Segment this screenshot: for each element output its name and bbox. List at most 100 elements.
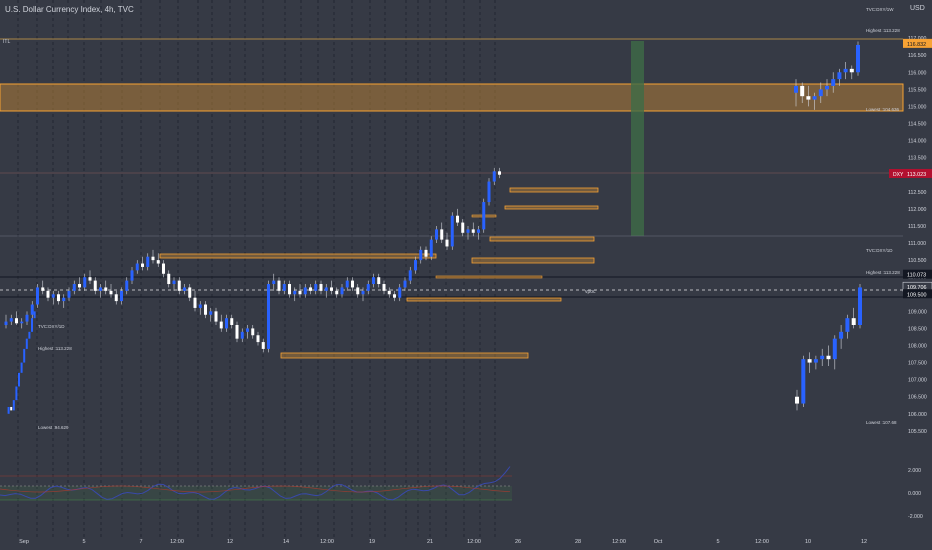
osc-tick-label: 0.000 (908, 491, 921, 497)
vpoc-label: vpoc (585, 289, 596, 295)
main-candles (4, 167, 501, 353)
oscillator-line (0, 466, 511, 501)
candle-body (230, 318, 234, 326)
candle-body (293, 290, 297, 295)
time-axis[interactable]: Sep 5 7 12:00 12 14 12:00 19 21 12:00 26 28 12:00 Oct… (19, 539, 867, 545)
small-candle (18, 372, 20, 387)
candle-body (146, 256, 150, 267)
x-tick-label: 10 (805, 539, 811, 545)
candle-body (351, 280, 354, 288)
candle-body (72, 284, 76, 291)
candle-body (172, 280, 176, 285)
candle-body (812, 96, 817, 100)
y-tick-label: 114.000 (908, 139, 926, 145)
y-tick-label: 106.000 (908, 412, 927, 418)
lowest-1d-label: Lowest :107.68 (866, 420, 897, 425)
osc-tick-label: -2.000 (908, 514, 923, 520)
y-tick-label: 110.500 (908, 258, 926, 264)
price-label-box (903, 168, 932, 178)
candle-body (188, 287, 192, 298)
x-tick-label: 12 (227, 539, 233, 545)
candle-body (377, 277, 381, 285)
candle-body (309, 287, 312, 291)
price-label-box (903, 289, 932, 299)
candle-body (240, 331, 244, 339)
candle-body (429, 239, 433, 257)
candle-body (109, 290, 113, 295)
x-tick-label: 5 (82, 539, 85, 545)
candle-body (62, 297, 66, 302)
candle-body (209, 311, 213, 315)
candle-body (851, 318, 856, 326)
candle-body (83, 277, 87, 288)
candle-body (261, 342, 265, 349)
candle-body (856, 44, 860, 73)
candle-body (256, 335, 260, 343)
y-tick-label: 109.000 (908, 309, 927, 315)
x-tick-label: Sep (19, 539, 29, 545)
candle-body (25, 314, 29, 322)
candle-body (335, 290, 339, 295)
candle-body (477, 229, 480, 233)
candle-body (403, 280, 407, 288)
candle-body (15, 318, 18, 324)
x-tick-label: 14 (283, 539, 289, 545)
price-label: 113.023 (907, 172, 926, 178)
x-tick-label: 12 (861, 539, 867, 545)
candle-body (93, 280, 97, 291)
small-candle (12, 400, 15, 411)
tvc-1w-label: TVC:DXY/1W (866, 7, 894, 12)
x-tick-label: 12:00 (170, 539, 184, 545)
candle-body (818, 89, 823, 97)
y-tick-label: 116.500 (908, 53, 926, 59)
candle-body (151, 256, 155, 261)
candle-body (193, 297, 197, 308)
candle-body (235, 325, 239, 339)
candle-body (225, 318, 228, 329)
candle-body (839, 331, 844, 339)
candle-body (806, 96, 811, 100)
candle-body (471, 229, 475, 233)
candle-body (177, 280, 181, 291)
candle-body (282, 284, 286, 291)
x-tick-label: 28 (575, 539, 581, 545)
candle-body (20, 321, 24, 324)
time-zone (631, 41, 644, 236)
x-tick-label: 19 (369, 539, 375, 545)
candle-body (393, 294, 396, 298)
oscillator-axis: 2.000 0.000 -2.000 (908, 468, 923, 520)
candle-body (219, 321, 223, 329)
candle-body (845, 318, 850, 332)
candle-body (858, 287, 862, 326)
small-candle (25, 338, 28, 349)
candle-body (141, 263, 144, 267)
y-tick-label: 105.500 (908, 429, 927, 435)
itl-label: ITL (3, 39, 10, 45)
candle-body (162, 263, 165, 274)
small-candle (31, 318, 33, 332)
x-tick-label: 26 (515, 539, 521, 545)
candle-body (167, 273, 171, 285)
currency-label: USD (910, 5, 925, 12)
x-tick-label: 12:00 (612, 539, 626, 545)
candle-body (36, 287, 39, 305)
candle-body (849, 68, 854, 73)
candle-body (492, 171, 496, 182)
candle-body (214, 311, 218, 322)
candle-body (408, 270, 412, 281)
candle-body (114, 294, 118, 302)
y-tick-label: 108.500 (908, 326, 927, 332)
candle-body (419, 249, 423, 261)
small-candles (7, 311, 36, 414)
candle-body (482, 202, 486, 230)
y-tick-label: 115.500 (908, 87, 926, 93)
candle-body (466, 229, 470, 233)
small-candle (23, 348, 26, 363)
candle-body (825, 85, 829, 90)
candle-body (104, 287, 108, 291)
candle-body (826, 355, 831, 360)
x-tick-label: 12:00 (320, 539, 334, 545)
candle-body (130, 270, 134, 281)
